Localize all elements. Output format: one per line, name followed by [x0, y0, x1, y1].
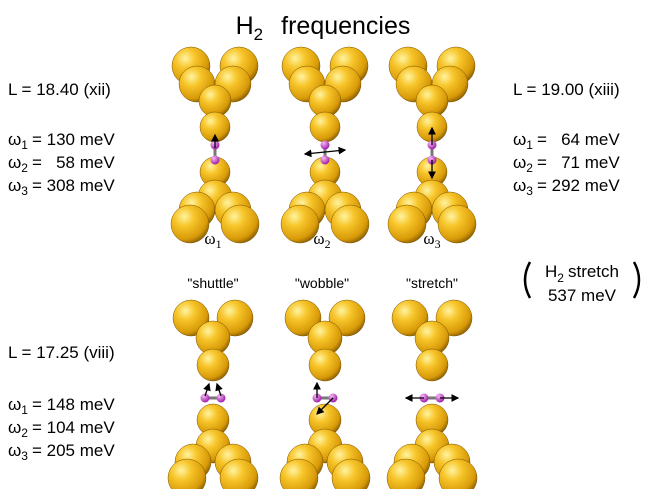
gold-atom	[197, 349, 229, 381]
structures	[168, 47, 477, 489]
mode-name: "shuttle"	[187, 275, 238, 291]
h-atom	[321, 156, 330, 165]
omega: ω	[8, 418, 21, 437]
gold-atom	[438, 205, 476, 243]
frequency: ω3 = 308 meV	[8, 176, 115, 198]
omega-index: 1	[21, 138, 28, 152]
gold-atom	[331, 205, 369, 243]
gold-atom	[171, 205, 209, 243]
frequency: ω3 = 205 meV	[8, 441, 115, 463]
frequency-value: = 308 meV	[32, 176, 115, 195]
frequency: ω2 = 71 meV	[513, 153, 620, 175]
frequency-value: = 205 meV	[32, 441, 115, 460]
omega: ω	[423, 229, 434, 248]
paren-left	[525, 262, 530, 298]
frequency-value: = 104 meV	[32, 418, 115, 437]
mode-symbol: ω2	[313, 229, 330, 251]
omega-index: 1	[526, 138, 533, 152]
frequency-value: = 292 meV	[537, 176, 620, 195]
h-atom	[211, 156, 220, 165]
omega-index: 3	[21, 449, 28, 463]
frequency-value: = 71 meV	[537, 153, 620, 172]
omega: ω	[513, 130, 526, 149]
length-label: L = 18.40 (xii)	[8, 80, 111, 99]
frequency: ω2 = 104 meV	[8, 418, 115, 440]
length-label: L = 19.00 (xiii)	[513, 80, 620, 99]
gold-atom	[310, 112, 340, 142]
h-atom	[321, 141, 330, 150]
frequency-value: = 130 meV	[32, 130, 115, 149]
omega-index: 2	[21, 161, 28, 175]
frequency: ω2 = 58 meV	[8, 153, 115, 175]
omega-index: 2	[325, 237, 331, 251]
omega: ω	[8, 176, 21, 195]
omega: ω	[8, 130, 21, 149]
omega: ω	[513, 153, 526, 172]
omega-index: 3	[526, 184, 533, 198]
omega-index: 3	[21, 184, 28, 198]
omega-index: 1	[21, 403, 28, 417]
omega-index: 1	[216, 237, 222, 251]
length-label: L = 17.25 (viii)	[8, 343, 115, 362]
omega: ω	[8, 153, 21, 172]
omega: ω	[513, 176, 526, 195]
omega-index: 3	[435, 237, 441, 251]
gold-atom	[309, 349, 341, 381]
omega: ω	[204, 229, 215, 248]
mode-symbol: ω3	[423, 229, 440, 251]
omega: ω	[8, 441, 21, 460]
gold-atom	[388, 205, 426, 243]
frequency: ω1 = 64 meV	[513, 130, 620, 152]
mode-arrow	[325, 150, 345, 152]
h2-stretch-value: 537 meV	[548, 286, 617, 305]
omega-index: 2	[21, 426, 28, 440]
frequency-value: = 64 meV	[537, 130, 620, 149]
mode-name: "wobble"	[295, 275, 349, 291]
gold-atom	[221, 205, 259, 243]
omega-index: 2	[526, 161, 533, 175]
paren-right	[634, 262, 639, 298]
omega: ω	[313, 229, 324, 248]
frequency-value: = 148 meV	[32, 395, 115, 414]
figure: H2frequencies H2stretch 537 meV L = 18.4…	[0, 0, 647, 489]
mode-name: "stretch"	[406, 275, 458, 291]
omega: ω	[8, 395, 21, 414]
mode-symbol: ω1	[204, 229, 221, 251]
frequency: ω1 = 148 meV	[8, 395, 115, 417]
mode-arrow	[305, 152, 325, 154]
frequency-value: = 58 meV	[32, 153, 115, 172]
gold-atom	[416, 349, 448, 381]
frequency: ω3 = 292 meV	[513, 176, 620, 198]
frequency: ω1 = 130 meV	[8, 130, 115, 152]
